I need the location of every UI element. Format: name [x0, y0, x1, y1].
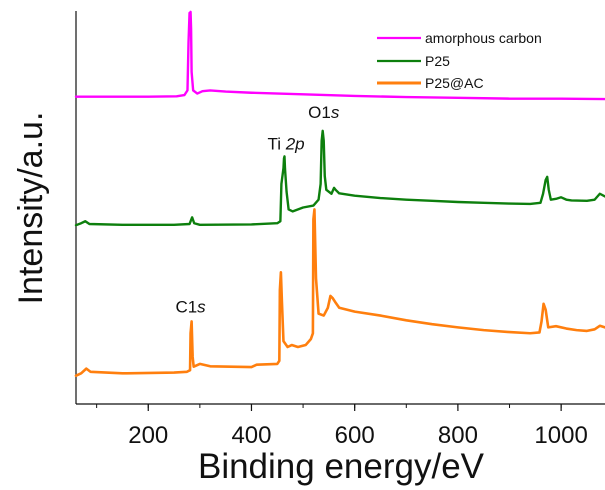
legend: amorphous carbon P25 P25@AC	[377, 30, 542, 91]
x-tick-label-400: 400	[231, 422, 271, 449]
series-p25-ac	[74, 208, 605, 377]
peak-annotation-main-2: Ti	[267, 134, 285, 153]
peak-annotation-3: O1s	[308, 103, 340, 122]
plot-frame	[75, 11, 605, 405]
peak-annotation-4: C1s	[175, 297, 206, 316]
tick-layer: 200 400 600 800 1000	[96, 404, 588, 449]
peak-annotation-2: Ti 2p	[267, 134, 304, 153]
series-p25	[74, 129, 605, 227]
peak-annotation-italic-1: s	[197, 0, 206, 2]
series-amorphous-carbon	[74, 10, 605, 101]
legend-label-p25-ac: P25@AC	[425, 75, 484, 91]
legend-label-p25: P25	[425, 53, 450, 69]
peak-annotation-italic-2: 2p	[285, 134, 305, 153]
series-layer	[74, 10, 605, 377]
x-tick-label-200: 200	[128, 422, 168, 449]
x-tick-label-800: 800	[438, 422, 478, 449]
peak-annotation-main-3: O1	[308, 103, 331, 122]
y-axis-title: Intensity/a.u.	[12, 112, 50, 305]
peak-annotation-main-1: C1	[175, 0, 197, 2]
x-tick-label-1000: 1000	[534, 422, 587, 449]
peak-annotation-1: C1s	[175, 0, 206, 2]
x-axis-title: Binding energy/eV	[198, 447, 485, 486]
peak-annotation-italic-3: s	[331, 103, 340, 122]
peak-annotation-italic-4: s	[197, 297, 206, 316]
peak-annotation-main-4: C1	[175, 297, 197, 316]
legend-label-amorphous-carbon: amorphous carbon	[425, 30, 542, 46]
x-tick-label-600: 600	[335, 422, 375, 449]
